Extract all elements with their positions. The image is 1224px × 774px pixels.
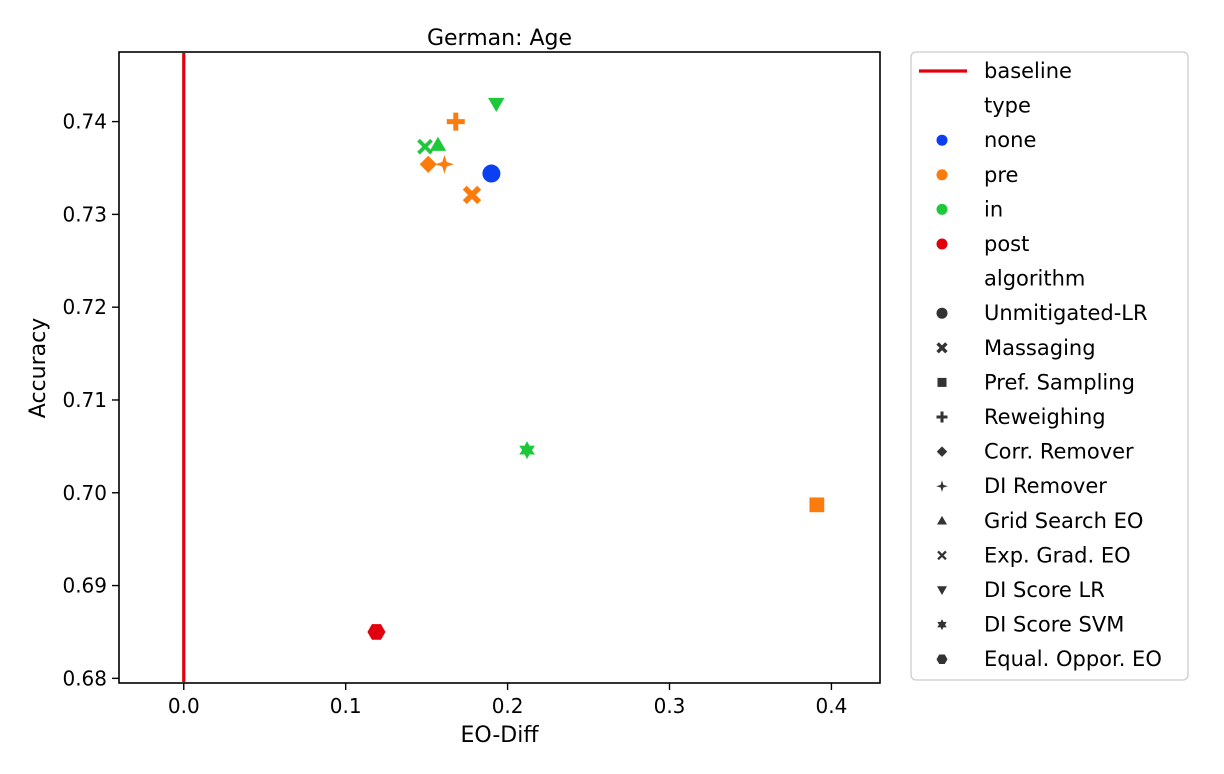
point-grid-search-eo <box>429 136 447 151</box>
legend-marker-reweighing <box>936 411 948 423</box>
legend-marker-unmitigated-lr <box>936 307 948 319</box>
point-equal-oppor-eo <box>367 624 386 640</box>
point-corr-remover <box>419 155 437 173</box>
legend-algorithm-title: algorithm <box>984 267 1085 291</box>
legend-type-swatch <box>936 203 948 215</box>
y-tick-label: 0.70 <box>62 481 107 505</box>
point-di-score-lr <box>488 97 505 113</box>
axes-frame <box>118 51 881 684</box>
legend-marker-pref-sampling <box>937 377 947 387</box>
x-axis-title: EO-Diff <box>461 723 540 748</box>
legend-baseline-label: baseline <box>984 59 1072 83</box>
point-reweighing <box>446 112 465 131</box>
chart-title: German: Age <box>427 26 572 51</box>
legend-marker-corr-remover <box>936 446 948 457</box>
y-tick-label: 0.69 <box>62 574 107 598</box>
x-tick-label: 0.1 <box>330 694 362 718</box>
legend-type-none: none <box>984 128 1036 152</box>
plot-area: 0.0 0.1 0.2 0.3 0.4 0.68 0.69 0.70 0.71 0.72 0.73 0… <box>62 51 881 718</box>
legend: baseline type none pre in post algorithm Unmiti… <box>910 51 1189 681</box>
legend-marker-di-score-svm <box>937 619 947 631</box>
legend-type-post: post <box>984 232 1029 256</box>
point-unmitigated-lr <box>482 164 501 183</box>
legend-frame <box>910 51 1189 681</box>
x-tick-label: 0.4 <box>816 694 848 718</box>
legend-algorithm-equal-oppor-eo: Equal. Oppor. EO <box>984 647 1162 671</box>
legend-marker-di-score-lr <box>937 586 947 595</box>
legend-type-swatch <box>936 169 948 181</box>
legend-algorithm-reweighing: Reweighing <box>984 405 1106 429</box>
legend-algorithm-unmitigated-lr: Unmitigated-LR <box>984 301 1148 325</box>
legend-marker-grid-search-eo <box>937 515 947 525</box>
legend-algorithm-corr-remover: Corr. Remover <box>984 440 1134 464</box>
legend-type-swatch <box>936 134 948 146</box>
legend-marker-equal-oppor-eo <box>936 654 948 664</box>
legend-algorithm-di-score-lr: DI Score LR <box>984 578 1105 602</box>
legend-algorithm-di-remover: DI Remover <box>984 474 1107 498</box>
point-di-score-svm <box>519 441 535 460</box>
legend-algorithm-massaging: Massaging <box>984 336 1096 360</box>
y-tick-label: 0.68 <box>62 666 107 690</box>
legend-type-swatch <box>936 238 948 250</box>
legend-type-title: type <box>984 94 1031 118</box>
y-axis-title: Accuracy <box>26 318 51 418</box>
x-tick-label: 0.3 <box>654 694 686 718</box>
point-pref-sampling <box>809 497 825 513</box>
legend-marker-di-remover <box>936 480 948 492</box>
legend-marker-exp-grad-eo <box>937 550 947 561</box>
y-tick-label: 0.71 <box>62 388 107 412</box>
legend-marker-massaging <box>936 342 948 354</box>
x-tick-label: 0.0 <box>168 694 200 718</box>
legend-algorithm-di-score-svm: DI Score SVM <box>984 613 1124 637</box>
legend-type-in: in <box>984 197 1003 221</box>
y-tick-label: 0.73 <box>62 202 107 226</box>
legend-algorithm-exp-grad-eo: Exp. Grad. EO <box>984 543 1131 567</box>
legend-type-pre: pre <box>984 163 1018 187</box>
legend-algorithm-grid-search-eo: Grid Search EO <box>984 509 1143 533</box>
point-di-remover <box>435 154 454 174</box>
point-exp-grad-eo <box>417 138 433 155</box>
legend-algorithm-pref-sampling: Pref. Sampling <box>984 370 1135 394</box>
x-tick-label: 0.2 <box>492 694 524 718</box>
y-tick-label: 0.74 <box>62 110 107 134</box>
point-massaging <box>462 185 482 205</box>
y-tick-label: 0.72 <box>62 295 107 319</box>
